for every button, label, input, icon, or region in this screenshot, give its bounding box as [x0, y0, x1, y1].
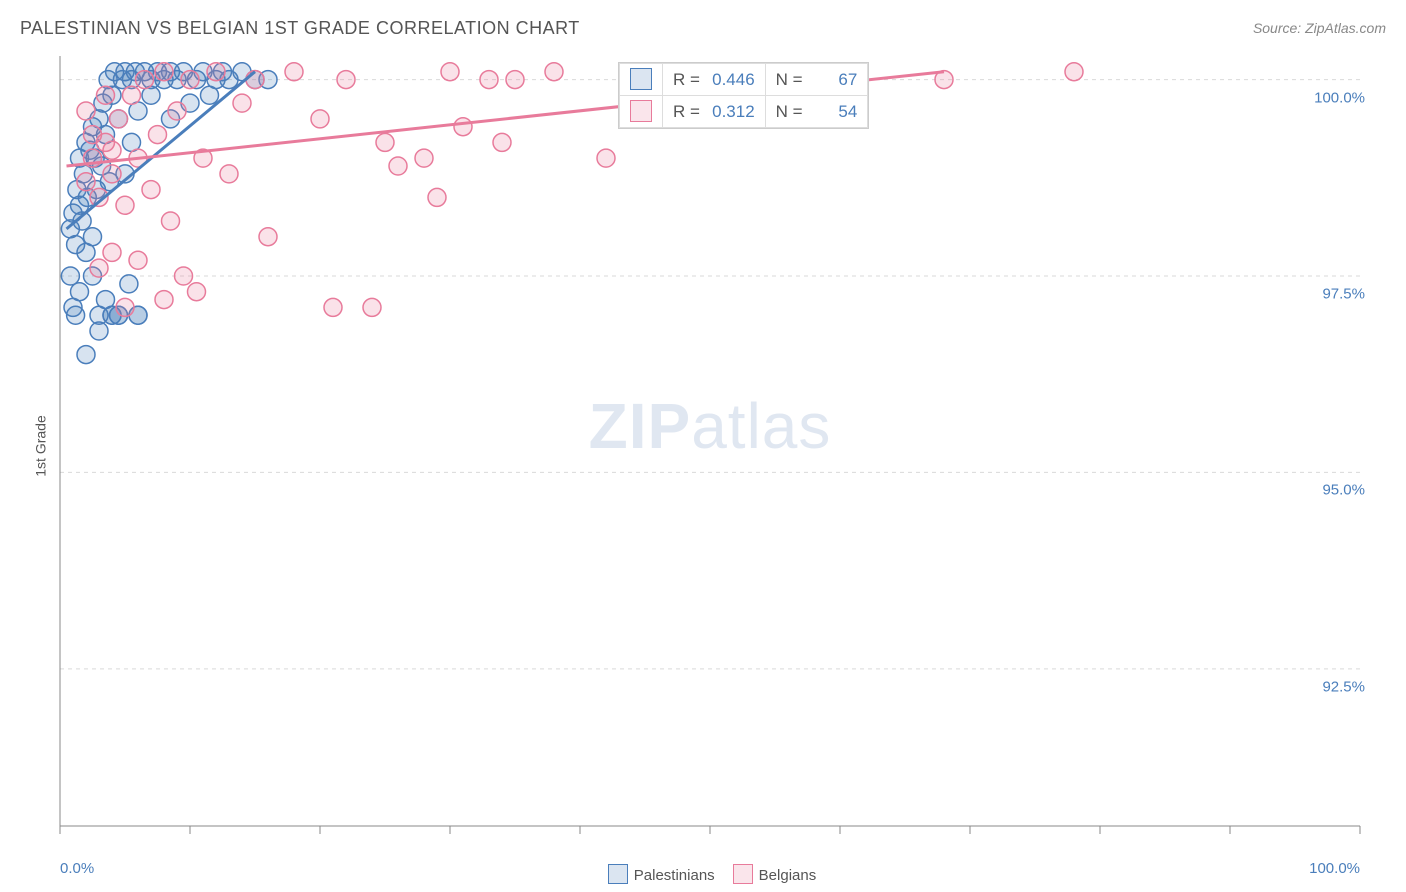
chart-title: PALESTINIAN VS BELGIAN 1ST GRADE CORRELA… — [20, 18, 580, 38]
scatter-plot-svg — [60, 56, 1360, 826]
stats-legend: R = 0.446N = 67R = 0.312N = 54 — [618, 62, 869, 129]
bottom-legend: Palestinians Belgians — [0, 864, 1406, 884]
y-axis-label: 1st Grade — [33, 415, 49, 476]
chart-area: 100.0%97.5%95.0%92.5% ZIPatlas R = 0.446… — [60, 56, 1360, 826]
source-attribution: Source: ZipAtlas.com — [1253, 20, 1386, 36]
y-tick-label: 97.5% — [1285, 286, 1365, 303]
legend-swatch — [608, 864, 628, 884]
legend-label: Belgians — [759, 867, 817, 884]
legend-swatch — [733, 864, 753, 884]
legend-label: Palestinians — [634, 867, 715, 884]
y-tick-label: 100.0% — [1285, 89, 1365, 106]
y-tick-label: 95.0% — [1285, 482, 1365, 499]
y-tick-label: 92.5% — [1285, 678, 1365, 695]
